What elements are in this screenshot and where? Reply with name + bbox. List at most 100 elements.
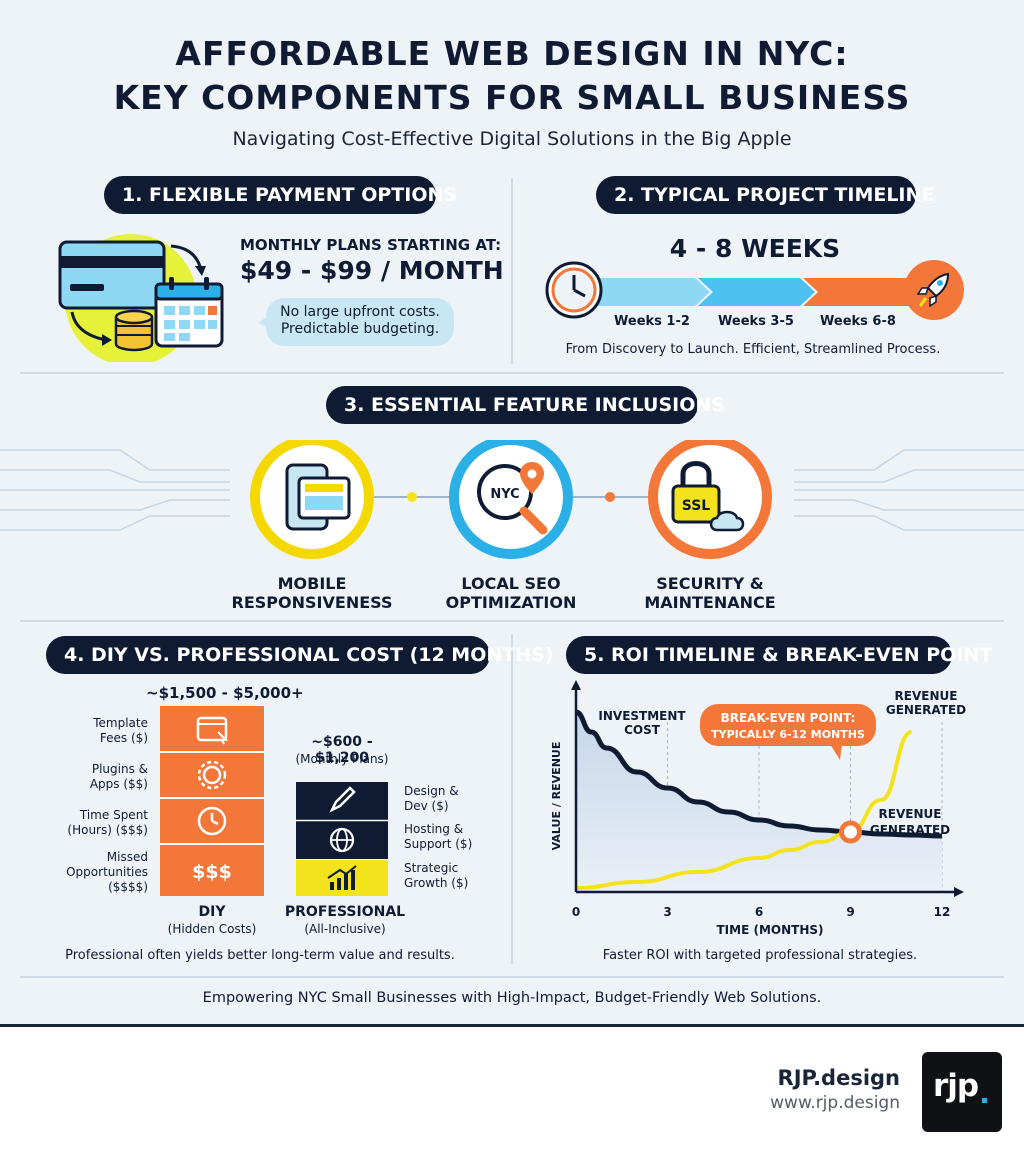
pencil-icon: [329, 786, 356, 813]
feature-seo-line2: OPTIMIZATION: [445, 593, 577, 612]
pro-label: PROFESSIONAL: [284, 904, 406, 920]
tagline: Empowering NYC Small Businesses with Hig…: [202, 990, 822, 1006]
circuit-decoration: [0, 449, 1024, 531]
revenue-top-label-1: REVENUE: [895, 689, 958, 703]
divider-bottom: [511, 634, 513, 964]
clock-icon: [545, 261, 603, 319]
diy-range: ~$1,500 - $5,000+: [146, 684, 304, 702]
revenue-right-label-1: REVENUE: [879, 807, 942, 821]
browser-icon: [196, 716, 229, 745]
bubble-line-1: No large upfront costs.: [280, 304, 440, 320]
section5-heading: 5. ROI TIMELINE & BREAK-EVEN POINT: [566, 636, 992, 674]
infographic-panel: AFFORDABLE WEB DESIGN IN NYC: KEY COMPON…: [0, 0, 1024, 1024]
growth-chart-icon: [327, 865, 357, 890]
x-tick-label: 12: [934, 905, 951, 919]
x-axis-label: TIME (MONTHS): [717, 923, 824, 937]
diy-item-missed-line3: ($$$$): [108, 880, 148, 894]
timeline-caption: From Discovery to Launch. Efficient, Str…: [565, 342, 941, 357]
timeline-bar: [545, 260, 964, 320]
x-tick-label: 0: [572, 905, 580, 919]
subtitle: Navigating Cost-Effective Digital Soluti…: [232, 128, 792, 150]
investment-area: [576, 712, 942, 892]
brand-name: RJP.design: [777, 1066, 900, 1090]
pro-range-note: (Monthly Plans): [295, 752, 389, 766]
diy-label: DIY: [198, 904, 226, 920]
callout-line-2: TYPICALLY 6-12 MONTHS: [711, 728, 865, 741]
diy-item-time-line1: Time Spent: [79, 808, 148, 822]
phase-label-2: Weeks 3-5: [718, 314, 794, 329]
x-tick-label: 3: [663, 905, 671, 919]
diy-item-template: Template Fees ($): [70, 716, 148, 746]
revenue-line: [575, 730, 913, 890]
feature-mobile-line2: RESPONSIVENESS: [231, 593, 393, 612]
break-even-callout-bg: [700, 704, 876, 746]
diy-item-template-line2: Fees ($): [99, 731, 148, 745]
pro-sublabel: (All-Inclusive): [304, 922, 386, 936]
section4-heading: 4. DIY VS. PROFESSIONAL COST (12 MONTHS): [46, 636, 554, 674]
cost-caption: Professional often yields better long-te…: [65, 948, 455, 963]
pro-item-hosting: Hosting & Support ($): [404, 822, 494, 852]
diy-item-missed-line2: Opportunities: [66, 865, 148, 879]
divider-mid-2: [20, 620, 1004, 622]
diy-item-missed-line1: Missed: [106, 850, 148, 864]
callout-line-1: BREAK-EVEN POINT:: [721, 711, 856, 725]
title-line-2: KEY COMPONENTS FOR SMALL BUSINESS: [113, 78, 911, 117]
clock-small-icon: [197, 806, 227, 836]
arrow-bottom: [70, 311, 107, 342]
pro-item-growth-line2: Growth ($): [404, 876, 469, 890]
diy-item-plugins-line2: Apps ($$): [89, 777, 148, 791]
phase-label-1: Weeks 1-2: [614, 314, 690, 329]
plans-label: MONTHLY PLANS STARTING AT:: [240, 236, 502, 254]
rocket-icon: [904, 260, 964, 320]
pro-item-design-line2: Dev ($): [404, 799, 449, 813]
payment-illustration: [58, 234, 224, 362]
investment-cost-line: [575, 709, 943, 839]
diy-item-missed: Missed Opportunities ($$$$): [50, 850, 148, 895]
feature-label-security: SECURITY & MAINTENANCE: [610, 574, 810, 612]
cost-stacks: $$$: [160, 706, 388, 896]
feature-circles: NYC SSL: [250, 440, 772, 559]
diy-item-plugins-line1: Plugins &: [91, 762, 148, 776]
feature-security-line2: MAINTENANCE: [644, 593, 776, 612]
x-ticks: 0 3 6 9 12: [572, 905, 951, 919]
diy-item-time-line2: (Hours) ($$$): [67, 823, 148, 837]
divider-mid-1: [20, 372, 1004, 374]
mobile-devices-icon: [250, 440, 374, 559]
ssl-badge: SSL: [682, 498, 711, 514]
phase-bar-2: [698, 278, 815, 306]
brand-url: www.rjp.design: [770, 1093, 900, 1113]
x-tick-label: 9: [846, 905, 854, 919]
nyc-badge: NYC: [490, 487, 519, 502]
revenue-top-label-2: GENERATED: [886, 703, 966, 717]
magnifier-pin-icon: [449, 440, 573, 559]
y-axis-label: VALUE / REVENUE: [550, 742, 563, 851]
price: $49 - $99 / MONTH: [240, 256, 504, 285]
feature-label-mobile: MOBILE RESPONSIVENESS: [212, 574, 412, 612]
brand-logo-dot: [982, 1098, 987, 1103]
pro-item-growth-line1: Strategic: [404, 861, 459, 875]
investment-label-1: INVESTMENT: [598, 709, 686, 723]
brand-logo[interactable]: rjp: [922, 1052, 1002, 1132]
title-line-1: AFFORDABLE WEB DESIGN IN NYC:: [175, 34, 849, 73]
globe-icon: [329, 827, 355, 853]
section3-heading: 3. ESSENTIAL FEATURE INCLUSIONS: [326, 386, 725, 424]
bubble-line-2: Predictable budgeting.: [280, 321, 440, 337]
revenue-right-label-2: GENERATED: [870, 823, 950, 837]
pro-item-design: Design & Dev ($): [404, 784, 494, 814]
phase-bar-1: [580, 278, 710, 306]
speech-bubble: [258, 298, 454, 346]
roi-chart: 0 3 6 9 12 BREAK-EVEN POINT: TYPICALLY 6-12 …: [550, 680, 966, 937]
divider-footer: [20, 976, 1004, 978]
investment-label-2: COST: [624, 723, 661, 737]
gear-icon: [197, 760, 227, 790]
diy-stack: $$$: [160, 706, 264, 896]
pro-item-hosting-line2: Support ($): [404, 837, 473, 851]
dollar-signs-icon: $$$: [192, 861, 232, 883]
diy-item-plugins: Plugins & Apps ($$): [70, 762, 148, 792]
phase-label-3: Weeks 6-8: [820, 314, 896, 329]
pro-range: ~$600 - $1,200: [311, 734, 373, 766]
timeline-duration: 4 - 8 WEEKS: [669, 234, 841, 263]
section1-heading: 1. FLEXIBLE PAYMENT OPTIONS: [104, 176, 457, 214]
brand-footer: RJP.design www.rjp.design rjp: [0, 1024, 1024, 1154]
roi-caption: Faster ROI with targeted professional st…: [602, 948, 918, 963]
